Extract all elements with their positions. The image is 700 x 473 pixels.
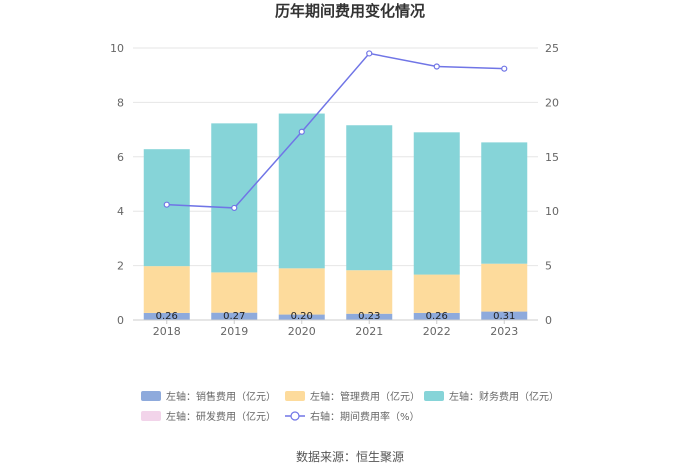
grid-lines bbox=[133, 47, 538, 321]
legend-swatch bbox=[424, 391, 444, 401]
bar-segment bbox=[143, 312, 190, 320]
legend-item[interactable]: 左轴：销售费用（亿元） bbox=[141, 390, 276, 403]
rate-line-path bbox=[166, 52, 505, 209]
data-label: 0.20 bbox=[291, 311, 313, 322]
bar-segment bbox=[413, 312, 460, 320]
right-axis-ticks: 0 5 10 15 20 25 bbox=[545, 42, 559, 327]
left-tick-label: 8 bbox=[117, 96, 124, 109]
bar-segment bbox=[278, 314, 325, 320]
bar-segment bbox=[413, 132, 460, 275]
legend-label: 右轴：期间费用率（%） bbox=[310, 410, 420, 423]
x-tick-label: 2020 bbox=[288, 325, 316, 338]
right-tick-label: 15 bbox=[545, 151, 559, 164]
rate-line bbox=[163, 50, 508, 212]
legend-label: 左轴：财务费用（亿元） bbox=[449, 390, 559, 403]
left-tick-label: 0 bbox=[117, 314, 124, 327]
bars bbox=[143, 113, 528, 320]
data-label: 0.31 bbox=[493, 311, 515, 322]
left-tick-label: 2 bbox=[117, 260, 124, 273]
legend-label: 左轴：销售费用（亿元） bbox=[166, 390, 276, 403]
legend-point-swatch bbox=[290, 411, 300, 421]
x-tick-label: 2022 bbox=[423, 325, 451, 338]
legend-item[interactable]: 右轴：期间费用率（%） bbox=[285, 410, 420, 423]
legend-swatch bbox=[285, 391, 305, 401]
data-labels: 0.26 0.27 0.20 0.23 0.26 0.31 bbox=[156, 311, 516, 322]
right-tick-label: 5 bbox=[545, 260, 552, 273]
x-tick-label: 2018 bbox=[153, 325, 181, 338]
x-tick-label: 2021 bbox=[355, 325, 383, 338]
chart-title: 历年期间费用变化情况 bbox=[275, 2, 425, 20]
left-tick-label: 10 bbox=[110, 42, 124, 55]
data-label: 0.26 bbox=[426, 311, 448, 322]
rate-point bbox=[163, 201, 170, 208]
bar-segment bbox=[346, 270, 393, 314]
legend-item[interactable]: 左轴：财务费用（亿元） bbox=[424, 390, 559, 403]
bar-segment bbox=[211, 312, 258, 320]
bar-segment bbox=[278, 268, 325, 315]
x-tick-label: 2023 bbox=[490, 325, 518, 338]
rate-point bbox=[231, 204, 238, 212]
legend-item[interactable]: 左轴：管理费用（亿元） bbox=[285, 390, 420, 403]
rate-point bbox=[298, 128, 305, 135]
bar-segment bbox=[481, 263, 528, 312]
source-note: 数据来源：恒生聚源 bbox=[296, 449, 404, 464]
bar-segment bbox=[481, 142, 528, 264]
data-label: 0.26 bbox=[156, 311, 178, 322]
bar-segment bbox=[346, 125, 393, 271]
legend-swatch bbox=[141, 391, 161, 401]
data-label: 0.23 bbox=[358, 311, 380, 322]
bar-segment bbox=[413, 274, 460, 313]
left-tick-label: 4 bbox=[117, 205, 124, 218]
right-tick-label: 25 bbox=[545, 42, 559, 55]
rate-point bbox=[501, 65, 508, 72]
right-tick-label: 20 bbox=[545, 96, 559, 109]
x-axis: 2018 2019 2020 2021 2022 2023 bbox=[133, 319, 538, 338]
legend[interactable]: 左轴：销售费用（亿元） 左轴：管理费用（亿元） 左轴：财务费用（亿元） 左轴：研发费用… bbox=[141, 390, 559, 423]
rate-point bbox=[433, 63, 440, 70]
right-tick-label: 0 bbox=[545, 314, 552, 327]
bar-segment bbox=[346, 313, 393, 320]
left-tick-label: 6 bbox=[117, 151, 124, 164]
bar-segment bbox=[481, 311, 528, 320]
x-tick-label: 2019 bbox=[220, 325, 248, 338]
bar-segment bbox=[278, 113, 325, 269]
legend-label: 左轴：管理费用（亿元） bbox=[310, 390, 420, 403]
bar-segment bbox=[143, 266, 190, 313]
bar-segment bbox=[211, 123, 258, 273]
bar-segment bbox=[211, 272, 258, 313]
legend-label: 左轴：研发费用（亿元） bbox=[166, 410, 276, 423]
rate-point bbox=[366, 50, 373, 57]
data-label: 0.27 bbox=[223, 311, 245, 322]
legend-swatch bbox=[141, 411, 161, 421]
right-tick-label: 10 bbox=[545, 205, 559, 218]
legend-item[interactable]: 左轴：研发费用（亿元） bbox=[141, 410, 276, 423]
left-axis-ticks: 0 2 4 6 8 10 bbox=[110, 42, 124, 327]
